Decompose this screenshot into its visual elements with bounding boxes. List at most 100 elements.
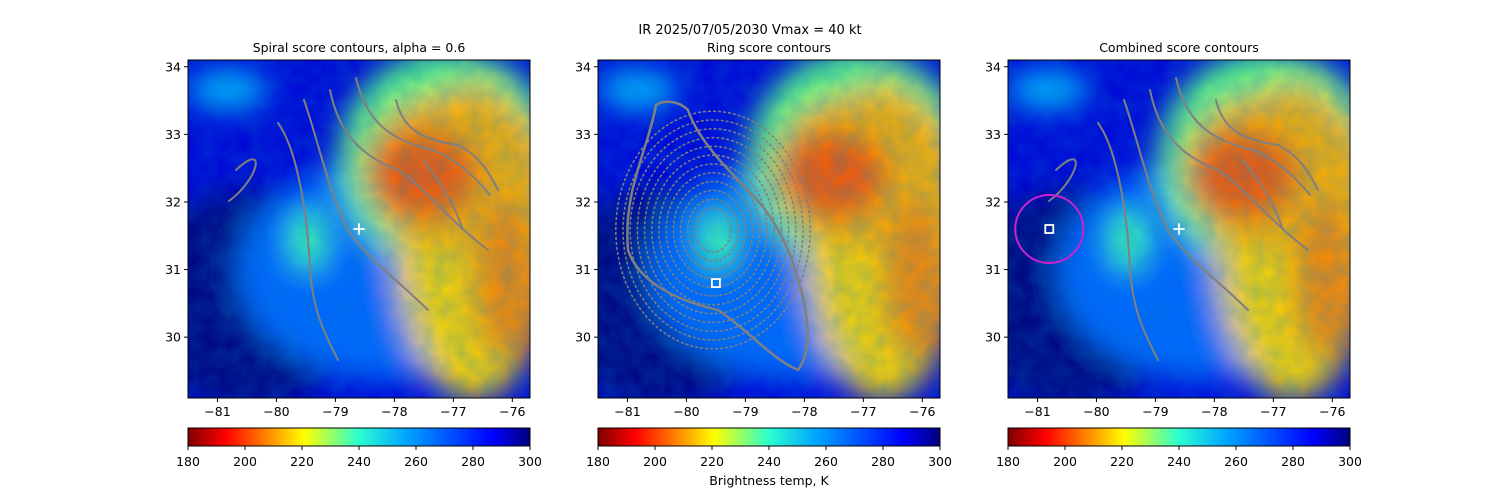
ring-contour [636, 136, 790, 324]
x-tick-label: −81 [204, 404, 230, 419]
colorbar-tick-label: 220 [700, 454, 724, 469]
center-cross-marker [353, 223, 365, 235]
colorbar-tick-label: 280 [1281, 454, 1305, 469]
spiral-arc [422, 159, 464, 231]
x-tick-label: −80 [263, 404, 289, 419]
x-tick-label: −76 [909, 404, 935, 419]
colorbar-tick-label: 300 [928, 454, 952, 469]
x-tick-label: −80 [1083, 404, 1109, 419]
colorbar [187, 427, 531, 447]
x-tick-label: −79 [1142, 404, 1168, 419]
x-tick-label: −81 [1024, 404, 1050, 419]
spiral-arc [355, 77, 491, 196]
axes-frame [187, 59, 531, 399]
ring-contour [658, 163, 768, 297]
colorbar-tick-label: 180 [176, 454, 200, 469]
panel-2: Ring score contours −81 −80 −79 −78 −77 −76 34 3… [575, 40, 952, 469]
spiral-arc [395, 99, 499, 191]
panel-title: Combined score contours [1099, 40, 1259, 55]
spiral-arc [1242, 159, 1284, 231]
colorbar-tick-label: 300 [518, 454, 542, 469]
colorbar-tick-label: 240 [757, 454, 781, 469]
y-tick-label: 33 [985, 127, 1001, 142]
ring-contour-outline [626, 100, 809, 372]
spiral-arc [1097, 122, 1159, 361]
y-tick-label: 32 [165, 194, 181, 209]
ring-contour [679, 189, 747, 271]
y-tick-label: 34 [575, 59, 591, 74]
spiral-arc [329, 89, 489, 251]
x-tick-label: −80 [673, 404, 699, 419]
y-tick-label: 30 [165, 330, 181, 345]
spiral-arc [228, 158, 257, 202]
x-tick-label: −79 [322, 404, 348, 419]
colorbar-tick-label: 200 [1053, 454, 1077, 469]
colorbar-tick-label: 180 [996, 454, 1020, 469]
spiral-arc [1123, 99, 1249, 311]
colorbar-tick-label: 180 [586, 454, 610, 469]
x-tick-label: −78 [381, 404, 407, 419]
ring-contour [672, 180, 754, 280]
y-tick-label: 30 [575, 330, 591, 345]
x-tick-label: −77 [1260, 404, 1286, 419]
figure-suptitle: IR 2025/07/05/2030 Vmax = 40 kt [638, 23, 862, 38]
colorbar-tick-label: 200 [233, 454, 257, 469]
ring-contour [622, 119, 804, 341]
ring-contour [643, 145, 783, 315]
colorbar-tick-label: 260 [814, 454, 838, 469]
x-tick-label: −81 [614, 404, 640, 419]
x-tick-label: −77 [440, 404, 466, 419]
x-tick-label: −78 [1201, 404, 1227, 419]
colorbar-tick-label: 240 [1167, 454, 1191, 469]
x-tick-label: −76 [499, 404, 525, 419]
spiral-arc [277, 122, 339, 361]
y-tick-label: 33 [575, 127, 591, 142]
colorbar-tick-label: 260 [404, 454, 428, 469]
ring-contour [687, 198, 739, 262]
x-tick-label: −79 [732, 404, 758, 419]
colorbar-tick-label: 280 [871, 454, 895, 469]
y-tick-label: 31 [985, 262, 1001, 277]
panel-3: Combined score contours −81 −80 −79 −78 −77 −7… [985, 40, 1362, 469]
brightness-field [188, 60, 530, 398]
colorbar-tick-label: 200 [643, 454, 667, 469]
x-tick-label: −78 [791, 404, 817, 419]
panel-title: Spiral score contours, alpha = 0.6 [253, 40, 466, 55]
contour-overlay [1048, 77, 1319, 361]
radius-circle-marker [1014, 194, 1085, 264]
center-square-marker [1044, 224, 1055, 234]
spiral-arc [1048, 158, 1077, 202]
brightness-field [1008, 60, 1350, 398]
center-cross-marker [1173, 223, 1185, 235]
center-square-marker [711, 278, 721, 288]
y-tick-label: 34 [165, 59, 181, 74]
y-tick-label: 30 [985, 330, 1001, 345]
colorbar-tick-label: 220 [1110, 454, 1134, 469]
contour-overlay [228, 77, 499, 361]
y-tick-label: 32 [575, 194, 591, 209]
colorbar-tick-label: 280 [461, 454, 485, 469]
y-tick-label: 31 [165, 262, 181, 277]
y-tick-label: 31 [575, 262, 591, 277]
y-tick-label: 32 [985, 194, 1001, 209]
spiral-arc [303, 99, 429, 311]
axes-frame [1007, 59, 1351, 399]
panel-1: Spiral score contours, alpha = 0.6 −81 −80… [165, 40, 542, 469]
panel-title: Ring score contours [707, 40, 831, 55]
spiral-arc [1175, 77, 1311, 196]
ring-contour [694, 207, 732, 253]
y-tick-label: 33 [165, 127, 181, 142]
axes-frame [597, 59, 941, 399]
x-tick-label: −76 [1319, 404, 1345, 419]
colorbar-label: Brightness temp, K [709, 473, 829, 488]
x-tick-label: −77 [850, 404, 876, 419]
colorbar [1007, 427, 1351, 447]
brightness-field [598, 60, 940, 398]
colorbar-tick-label: 260 [1224, 454, 1248, 469]
colorbar-tick-label: 240 [347, 454, 371, 469]
spiral-arc [1149, 89, 1309, 251]
colorbar-tick-label: 300 [1338, 454, 1362, 469]
ring-contour [651, 154, 775, 306]
colorbar-tick-label: 220 [290, 454, 314, 469]
